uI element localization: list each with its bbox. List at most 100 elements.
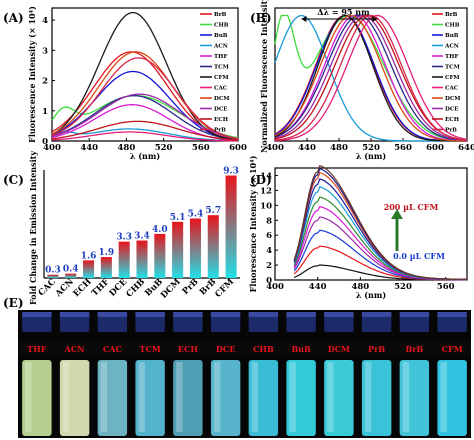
legend-label: CHB: [445, 23, 460, 29]
x-tick-label: 440: [80, 143, 98, 153]
bar-brb: [207, 215, 219, 278]
vial-highlight: [62, 362, 70, 432]
legend-label: ACN: [213, 44, 228, 50]
panel-b-frame: [274, 7, 468, 142]
vial-label: CHB: [253, 344, 274, 354]
legend-label: DCM: [445, 96, 461, 102]
panel-b-label: (B): [250, 11, 272, 25]
vial-glow: [97, 360, 128, 436]
vial-glow: [210, 360, 241, 436]
vial-glow: [59, 360, 90, 436]
legend-label: CAC: [214, 86, 228, 92]
vial-cap-rim: [97, 312, 128, 317]
photo-background: [18, 310, 471, 438]
vial-label: ECH: [178, 344, 198, 354]
vial-highlight: [176, 362, 183, 432]
vial-cap-rim: [324, 312, 354, 317]
bar-value-label: 4.0: [152, 225, 168, 235]
y-tick-label: 4: [266, 246, 272, 256]
legend-label: BrB: [445, 12, 458, 18]
x-tick-label: 520: [155, 143, 173, 153]
bar-dce: [118, 241, 130, 278]
vial-label: PrB: [368, 344, 385, 354]
panel-e-label: (E): [3, 296, 24, 310]
vial-label: DCM: [328, 344, 350, 354]
y-tick-label: 2: [266, 261, 272, 271]
y-tick-label: 0: [42, 137, 48, 147]
label-strip: [244, 342, 283, 356]
bar-cfm: [225, 175, 237, 278]
vial-glow: [135, 360, 165, 436]
legend-label: DCE: [445, 107, 459, 113]
label-strip: [131, 342, 169, 356]
label-strip: [206, 342, 245, 356]
legend-label: CHB: [214, 23, 229, 29]
legend-label: CFM: [214, 75, 229, 81]
legend-label: BuB: [445, 33, 459, 39]
panel-c: (C) Fold Change in Emission Intensity 0.3C…: [3, 151, 240, 305]
x-tick-label: CAC: [37, 277, 58, 298]
legend-label: ECH: [445, 117, 460, 123]
panel-d: (D) 400 440 480 520 560 λ (nm) 0 2 4 6 8 10 12 14Fluor…: [248, 155, 468, 300]
x-tick-label: 560: [437, 282, 455, 292]
vial-glow: [22, 360, 52, 436]
x-axis-label: λ (nm): [356, 151, 386, 161]
vial-glow: [399, 360, 430, 436]
vial-glow: [248, 360, 279, 436]
label-strip: [395, 342, 434, 356]
legend-label: ECH: [214, 117, 229, 123]
series-line-cac: [51, 131, 238, 142]
titration-curve: [293, 164, 467, 280]
x-tick-label: DCM: [159, 277, 183, 301]
vial-glow: [361, 360, 392, 436]
x-axis-label: λ (nm): [356, 290, 386, 300]
y-axis-label: Fold Change in Emission Intensity: [28, 151, 38, 305]
x-tick-label: ECH: [72, 277, 94, 299]
legend-label: PrB: [214, 128, 226, 134]
bar-bub: [154, 233, 166, 278]
x-tick-label: 400: [266, 143, 284, 153]
vial-highlight: [213, 362, 221, 432]
x-tick-label: 440: [309, 282, 327, 292]
x-tick-label: 520: [394, 282, 412, 292]
bar-acn: [65, 273, 77, 278]
y-axis-label: Normalized Fluorescence Intensity: [259, 0, 269, 153]
series-line-brb: [51, 51, 239, 141]
legend-label: ACN: [444, 44, 459, 50]
vial-highlight: [327, 362, 334, 432]
series-line-tcm: [51, 95, 239, 141]
vial-label: CAC: [103, 344, 122, 354]
series-line-ech: [51, 120, 239, 141]
x-tick-label: 520: [362, 143, 380, 153]
bar-cac: [47, 274, 59, 278]
series-line-prb: [51, 57, 239, 140]
increase-arrowhead: [391, 209, 403, 219]
bar-value-label: 5.4: [188, 209, 204, 219]
legend-label: CFM: [445, 75, 460, 81]
vial-label: BuB: [291, 344, 311, 354]
series-line-dcm: [274, 14, 467, 142]
vial-highlight: [289, 362, 296, 432]
label-strip: [55, 342, 94, 356]
x-tick-label: 480: [330, 143, 348, 153]
bar-value-label: 3.4: [134, 232, 150, 242]
y-axis-label: Fluorescence Intensity (× 10⁴): [248, 155, 258, 292]
panel-c-label: (C): [3, 173, 24, 187]
legend-label: THF: [445, 54, 458, 60]
x-tick-label: CFM: [213, 277, 236, 300]
y-tick-label: 1: [42, 107, 48, 117]
delta-lambda-label: Δλ = 95 nm: [317, 7, 370, 17]
vial-label: CFM: [442, 344, 463, 354]
y-tick-label: 4: [42, 16, 48, 26]
legend-label: BuB: [214, 33, 228, 39]
vial-cap-rim: [135, 312, 165, 317]
vial-cap-rim: [210, 312, 241, 317]
panel-a: (A) 400 440 480 520 560 600 λ (nm) 0 1 2 3 4 Fluoresc…: [3, 6, 247, 161]
panel-b: (B) 400 440 480 520 560 600 640 λ (nm) Normalized…: [250, 0, 474, 161]
bar-value-label: 9.3: [223, 167, 239, 177]
vial-label: DCE: [216, 344, 235, 354]
vial-cap-rim: [173, 312, 203, 317]
y-axis-label: Fluorescence Intensity (× 10⁴): [27, 6, 37, 143]
vial-label: THF: [27, 344, 47, 354]
